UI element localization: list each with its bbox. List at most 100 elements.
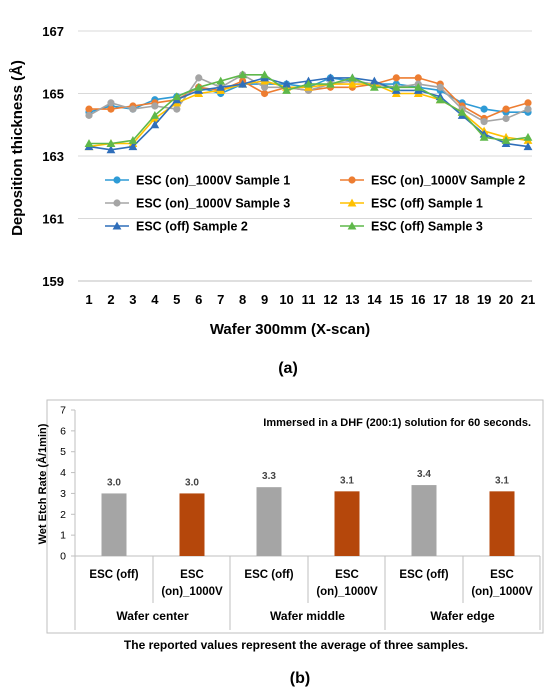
data-point	[282, 79, 291, 88]
data-point	[150, 110, 160, 119]
legend-label: ESC (off) Sample 1	[371, 197, 483, 211]
data-point	[435, 95, 445, 104]
legend-marker	[348, 176, 356, 184]
y-axis-title: Wet Etch Rate (Å/1min)	[36, 423, 49, 544]
x-tick-labels: 1 2 3 4 5 6 7 8 9 10 11 12 13 14 15 16 17 18 19 20 21	[85, 292, 535, 307]
x-tick-label: 4	[151, 292, 159, 307]
data-point	[260, 70, 269, 79]
data-point	[195, 74, 203, 82]
data-point	[128, 135, 138, 144]
footnote: The reported values represent the averag…	[124, 638, 468, 652]
data-point	[326, 79, 335, 88]
bar	[411, 485, 437, 556]
x-tick-label: 10	[279, 292, 293, 307]
data-point	[172, 92, 182, 101]
data-point	[106, 139, 116, 148]
legend-label: ESC (on)_1000V Sample 1	[136, 174, 290, 188]
data-point	[194, 82, 204, 91]
x-tick-label: 11	[302, 292, 316, 307]
x-tick-label: 5	[173, 292, 180, 307]
data-label: 3.4	[417, 469, 431, 480]
data-point	[524, 99, 532, 107]
x-tick-label: 2	[107, 292, 114, 307]
x-tick-label: 3	[129, 292, 136, 307]
data-point	[524, 105, 532, 113]
y-tick-label: 163	[42, 149, 64, 164]
data-point	[304, 79, 313, 88]
bar	[489, 491, 515, 556]
x-tick-label: 16	[411, 292, 425, 307]
x-tick-label: 6	[195, 292, 202, 307]
y-tick-label: 7	[60, 405, 66, 417]
data-point	[391, 82, 401, 91]
data-point	[523, 142, 533, 151]
data-point	[436, 83, 444, 91]
x-axis-title: Wafer 300mm (X-scan)	[210, 321, 370, 338]
data-point	[480, 118, 488, 126]
x-tick-label: 12	[323, 292, 337, 307]
legend-label: ESC (off) Sample 3	[371, 220, 483, 234]
y-tick-labels: 0 1 2 3 4 5 6 7	[60, 405, 75, 563]
legend-marker	[113, 199, 121, 207]
data-point	[480, 105, 488, 113]
bars-group: 3.0 3.0 3.3 3.1 3.4 3.1	[101, 469, 515, 556]
data-point	[479, 132, 489, 141]
category-label: ESC (off)	[89, 569, 138, 581]
data-point	[216, 76, 226, 85]
group-label: Wafer middle	[270, 609, 345, 623]
x-tick-label: 8	[239, 292, 246, 307]
x-tick-label: 19	[477, 292, 491, 307]
bar	[101, 493, 127, 556]
group-label: Wafer center	[116, 609, 189, 623]
data-point	[348, 79, 357, 88]
bar-chart-frame	[46, 399, 544, 634]
data-point	[151, 102, 159, 110]
legend-label: ESC (off) Sample 2	[136, 220, 248, 234]
data-point	[523, 132, 533, 141]
panel-label-b: (b)	[290, 670, 310, 687]
x-tick-label: 14	[367, 292, 382, 307]
data-point	[107, 105, 115, 113]
data-point	[150, 120, 160, 129]
data-point	[261, 83, 269, 91]
y-tick-label: 0	[60, 551, 66, 563]
bar	[179, 493, 205, 556]
y-tick-label: 161	[42, 212, 64, 227]
data-label: 3.0	[185, 477, 199, 488]
x-tick-label: 20	[499, 292, 513, 307]
bar	[334, 491, 360, 556]
data-point	[392, 74, 400, 82]
x-tick-label: 21	[521, 292, 535, 307]
y-axis-title: Deposition thickness (Å)	[9, 60, 26, 236]
legend-item: ESC (off) Sample 1	[340, 197, 483, 211]
legend-item: ESC (off) Sample 3	[340, 220, 483, 234]
data-point	[502, 105, 510, 113]
category-label: ESC (off)	[244, 569, 293, 581]
data-point	[107, 99, 115, 107]
data-point	[173, 105, 181, 113]
y-tick-label: 5	[60, 446, 66, 458]
legend-label: ESC (on)_1000V Sample 2	[371, 174, 525, 188]
category-label: ESC (on)_1000V	[471, 569, 533, 598]
x-tick-label: 9	[261, 292, 268, 307]
category-labels: ESC (off) ESC (on)_1000V Wafer center ESC (o…	[74, 556, 541, 630]
data-point	[413, 82, 423, 91]
y-gridlines	[78, 30, 532, 219]
category-label: ESC (off)	[399, 569, 448, 581]
y-tick-label: 6	[60, 425, 66, 437]
legend-label: ESC (on)_1000V Sample 3	[136, 197, 290, 211]
data-point	[106, 145, 116, 154]
data-point	[238, 70, 248, 79]
data-point	[501, 135, 511, 144]
data-point	[129, 105, 137, 113]
y-tick-label: 3	[60, 488, 66, 500]
legend-item: ESC (on)_1000V Sample 3	[105, 197, 290, 211]
y-tick-label: 167	[42, 24, 64, 39]
category-label: ESC (on)_1000V	[316, 569, 378, 598]
data-point	[238, 79, 248, 88]
annotation: Immersed in a DHF (200:1) solution for 6…	[263, 417, 531, 429]
y-tick-label: 165	[42, 87, 64, 102]
